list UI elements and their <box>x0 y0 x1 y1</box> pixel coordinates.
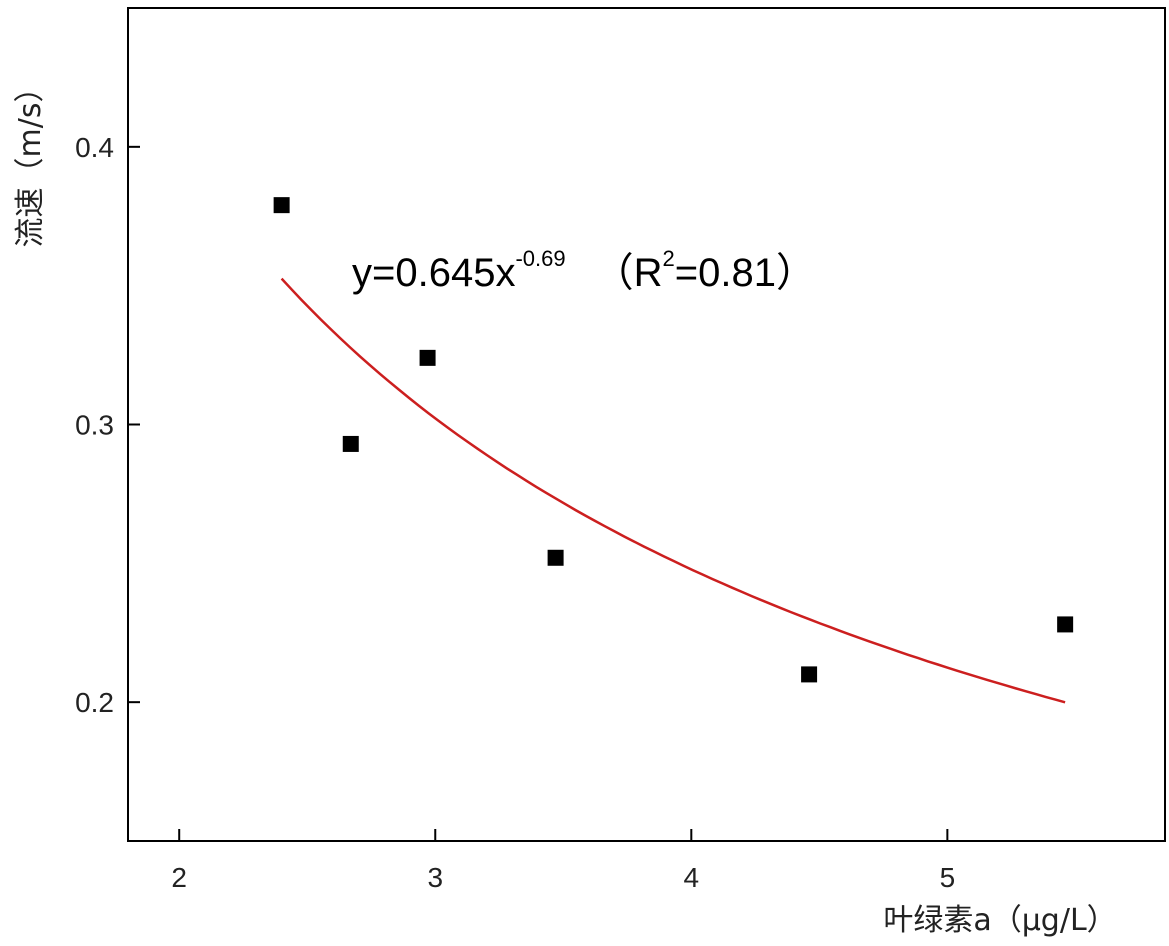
equation-exponent: -0.69 <box>515 246 565 271</box>
data-point <box>801 666 818 683</box>
x-tick-label: 4 <box>684 862 700 893</box>
r-squared-superscript: 2 <box>663 246 675 271</box>
x-tick-label: 3 <box>427 862 443 893</box>
r-squared-value: =0.81） <box>675 251 816 295</box>
y-tick-label: 0.4 <box>75 132 114 163</box>
data-point <box>273 197 290 214</box>
y-axis-title: 流速（m/s） <box>13 73 48 248</box>
fit-curve <box>280 277 1066 704</box>
data-point <box>342 435 359 452</box>
plot-frame <box>127 7 1166 842</box>
data-point <box>1057 616 1074 633</box>
data-point <box>547 549 564 566</box>
r-squared-open: （R <box>594 251 663 295</box>
y-tick-label: 0.3 <box>75 410 114 441</box>
fit-equation: y=0.645x-0.69 （R2=0.81） <box>352 246 816 295</box>
data-point <box>419 349 436 366</box>
y-tick-label: 0.2 <box>75 687 114 718</box>
x-tick-label: 5 <box>940 862 956 893</box>
y-axis: 0.2 0.3 0.4 <box>75 132 140 718</box>
equation-prefix: y=0.645x <box>352 251 515 295</box>
x-axis: 2 3 4 5 <box>171 829 955 893</box>
x-tick-label: 2 <box>171 862 187 893</box>
x-axis-title: 叶绿素a（μg/L） <box>883 903 1116 938</box>
data-points <box>273 197 1074 683</box>
